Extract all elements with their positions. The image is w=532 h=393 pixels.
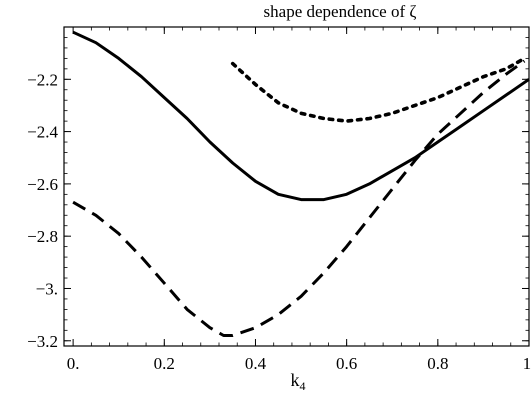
series-line-dashed: [72, 59, 526, 337]
x-tick-label: 1.: [523, 354, 532, 373]
plot-frame: [63, 26, 530, 347]
y-tick-label: −3.2: [27, 332, 58, 351]
series-lines: [72, 30, 530, 337]
y-tick-label: −2.2: [27, 70, 58, 89]
y-tick-labels: −2.2 −2.4 −2.6 −2.8 −3. −3.2: [27, 70, 58, 350]
chart-title: shape dependence of ζ: [264, 2, 417, 21]
x-tick-labels: 0. 0.2 0.4 0.6 0.8 1.: [67, 354, 532, 373]
series-line-dotted: [230, 56, 527, 123]
x-tick-label: 0.2: [154, 354, 175, 373]
y-tick-label: −3.: [36, 279, 58, 298]
axis-ticks: [64, 27, 530, 346]
y-tick-label: −2.4: [27, 123, 58, 142]
x-tick-label: 0.: [67, 354, 80, 373]
y-tick-label: −2.8: [27, 227, 58, 246]
x-tick-label: 0.8: [427, 354, 448, 373]
x-axis-label: k4: [291, 370, 306, 393]
y-tick-label: −2.6: [27, 175, 58, 194]
x-tick-label: 0.4: [245, 354, 267, 373]
x-axis-label-subscript: 4: [300, 379, 306, 393]
series-line-solid: [72, 30, 530, 202]
x-tick-label: 0.6: [336, 354, 357, 373]
